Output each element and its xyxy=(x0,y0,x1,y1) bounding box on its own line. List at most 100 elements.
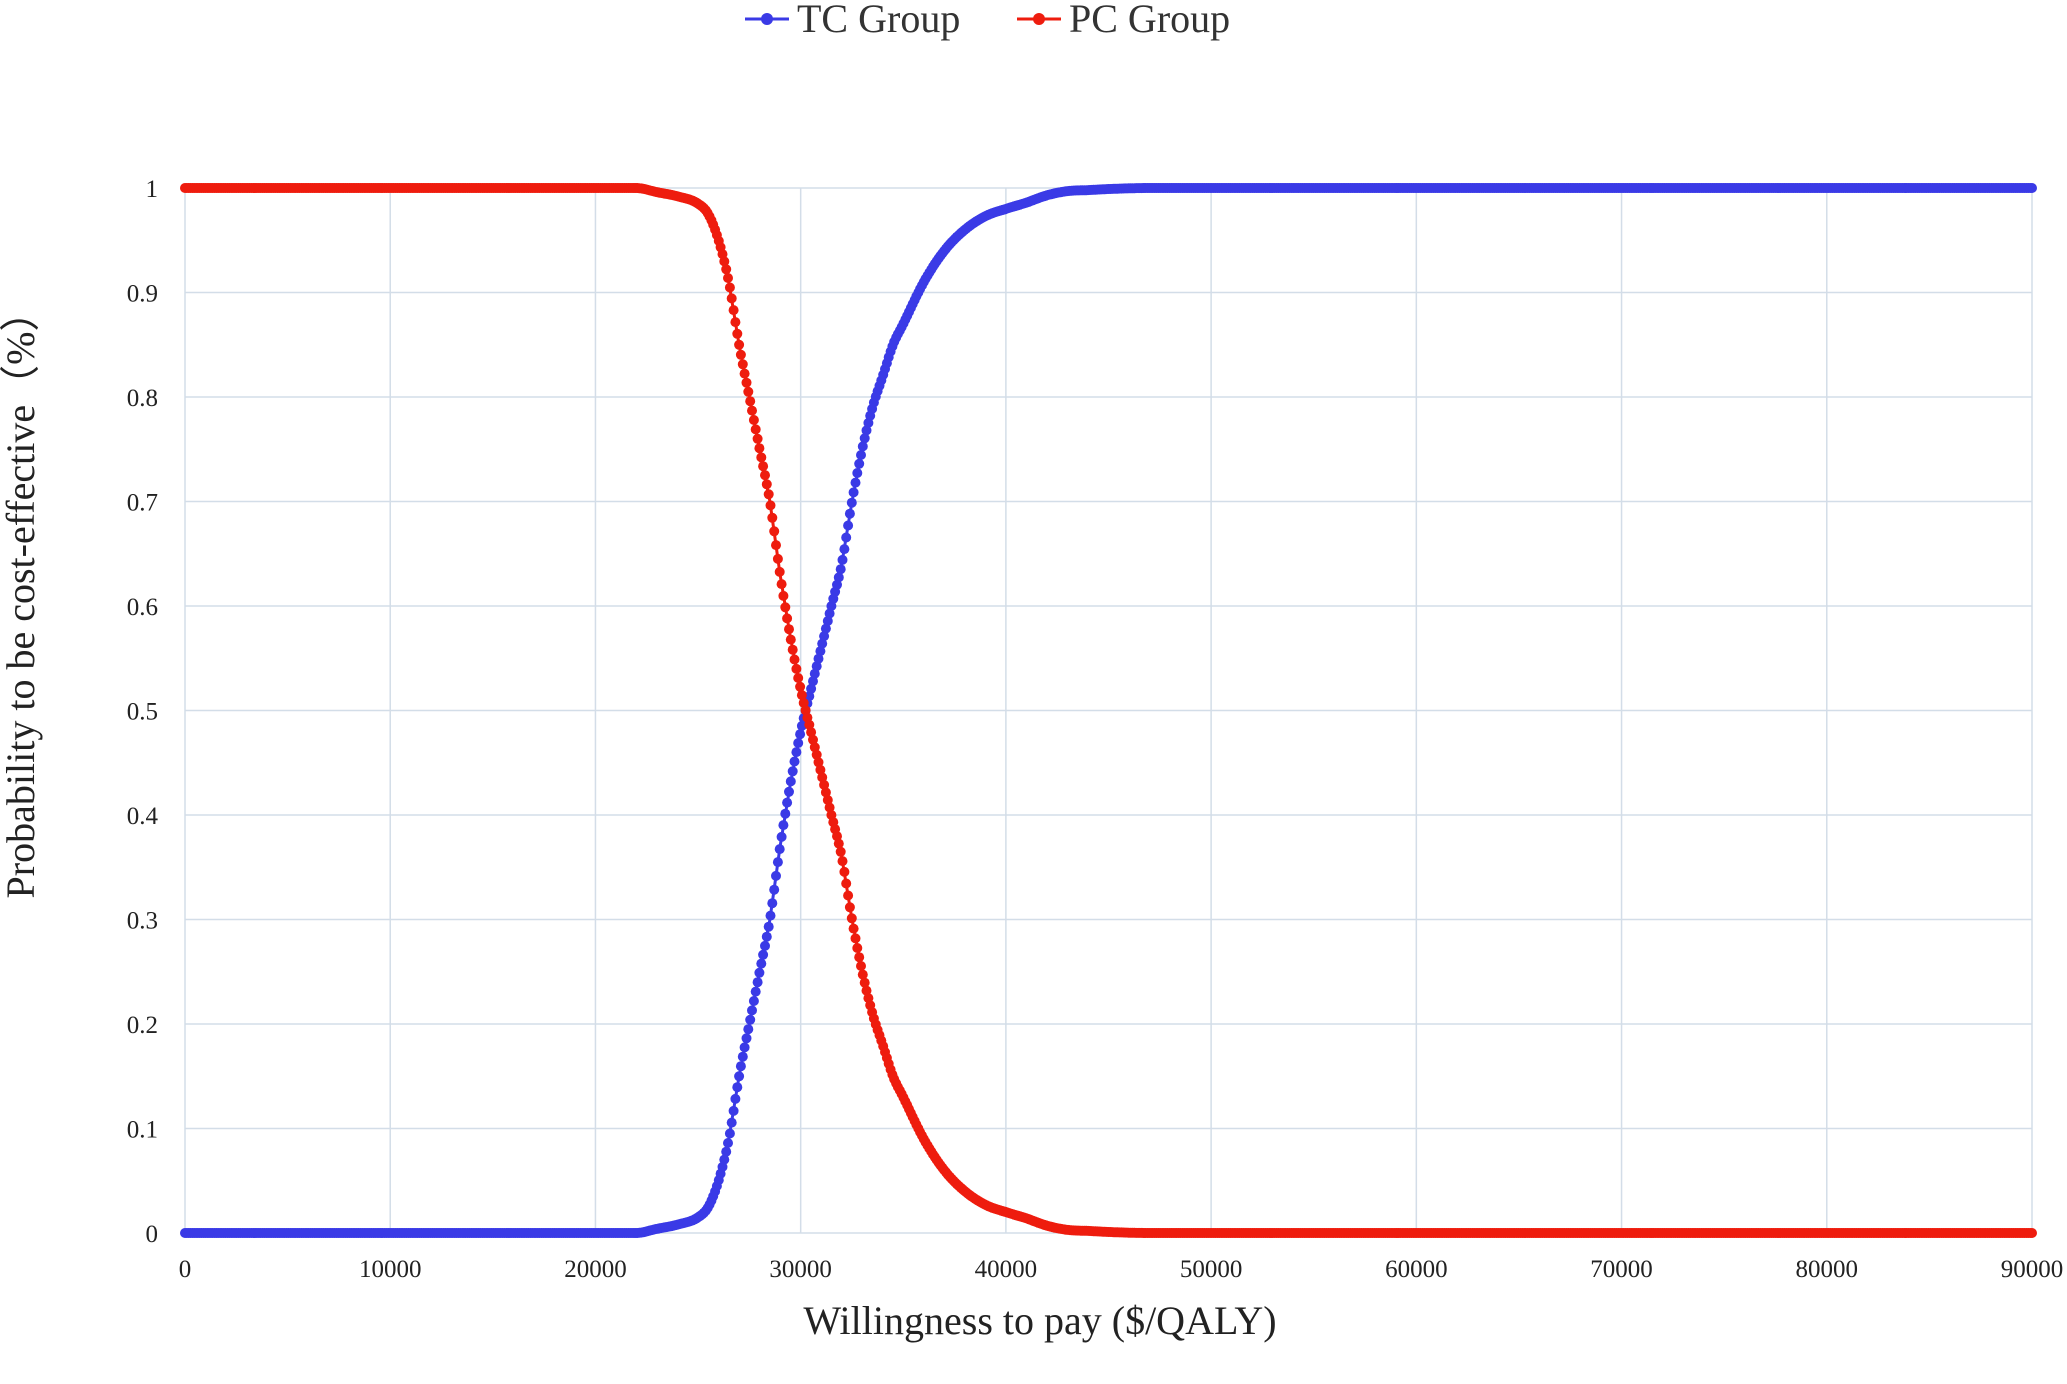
tc-group-point xyxy=(735,1061,746,1072)
pc-group-point xyxy=(843,890,854,901)
pc-group-point xyxy=(784,624,794,635)
pc-group-point xyxy=(752,433,763,444)
tc-group-series xyxy=(180,183,2037,1238)
tc-group-point xyxy=(789,756,800,767)
pc-group-point xyxy=(756,452,767,463)
tc-group-point xyxy=(2027,183,2037,193)
pc-group-point xyxy=(782,613,793,624)
pc-group-point xyxy=(837,856,848,867)
y-tick-label: 0.5 xyxy=(127,699,158,726)
pc-group-point xyxy=(785,634,796,645)
tc-group-point xyxy=(833,572,844,583)
tc-group-point xyxy=(771,870,781,881)
pc-group-point xyxy=(787,644,798,655)
pc-group-point xyxy=(854,952,865,963)
tc-group-point xyxy=(745,1014,756,1025)
pc-group-point xyxy=(761,479,772,490)
tc-group-point xyxy=(760,940,770,951)
tc-group-point xyxy=(721,1146,732,1157)
pc-group-point xyxy=(723,273,733,283)
tc-group-point xyxy=(761,931,772,942)
tc-group-point xyxy=(756,958,767,969)
x-tick-label: 40000 xyxy=(975,1256,1038,1283)
pc-group-point xyxy=(758,461,769,472)
pc-group-point xyxy=(789,654,800,665)
x-tick-label: 0 xyxy=(179,1256,192,1283)
tc-group-point xyxy=(730,1093,741,1104)
tc-group-point xyxy=(734,1071,745,1082)
pc-group-point xyxy=(824,802,835,813)
tc-group-point xyxy=(791,747,802,758)
tc-group-point xyxy=(817,638,828,649)
pc-group-point xyxy=(754,443,765,454)
tc-group-point xyxy=(824,608,835,619)
tc-group-point xyxy=(732,1082,743,1093)
pc-group-point xyxy=(769,526,780,537)
tc-group-point xyxy=(750,986,761,997)
tc-group-point xyxy=(737,1051,748,1062)
pc-group-point xyxy=(857,969,868,980)
tc-group-point xyxy=(835,564,846,575)
pc-group-point xyxy=(815,764,826,775)
pc-group-point xyxy=(774,566,785,577)
y-tick-label: 1 xyxy=(146,176,159,203)
pc-group-point xyxy=(745,396,756,407)
tc-group-point xyxy=(839,544,850,555)
pc-group-point xyxy=(730,317,741,328)
pc-group-point xyxy=(760,470,770,481)
tc-group-point xyxy=(819,631,830,642)
pc-group-series xyxy=(180,183,2037,1238)
tc-group-point xyxy=(861,425,872,436)
tc-group-point xyxy=(728,1105,739,1116)
pc-group-point xyxy=(771,540,781,551)
pc-group-point xyxy=(859,977,870,988)
x-tick-label: 50000 xyxy=(1180,1256,1243,1283)
pc-group-point xyxy=(795,681,806,692)
y-tick-label: 0.1 xyxy=(127,1117,158,1144)
tc-group-point xyxy=(846,497,857,508)
y-tick-label: 0.2 xyxy=(127,1012,158,1039)
pc-group-point xyxy=(844,902,855,913)
tc-group-point xyxy=(774,844,785,855)
tc-group-point xyxy=(767,898,778,909)
pc-group-point xyxy=(741,377,752,388)
legend: TC Group PC Group xyxy=(745,0,1230,41)
pc-group-point xyxy=(780,602,791,613)
y-tick-label: 0.4 xyxy=(127,803,159,830)
tc-group-point xyxy=(748,996,759,1006)
pc-group-point xyxy=(748,415,759,425)
x-tick-label: 90000 xyxy=(2001,1256,2064,1283)
tc-group-point xyxy=(793,738,804,748)
pc-group-point xyxy=(793,673,804,683)
pc-group-point xyxy=(856,961,866,971)
tc-group-point xyxy=(747,1005,757,1016)
pc-group-point xyxy=(767,512,778,523)
pc-group-point xyxy=(776,579,787,590)
pc-group-point xyxy=(806,727,817,738)
pc-group-point xyxy=(819,779,830,790)
x-tick-label: 30000 xyxy=(769,1256,832,1283)
tc-group-point xyxy=(837,554,848,565)
legend-item-tc-group: TC Group xyxy=(745,0,960,41)
tc-group-point xyxy=(841,532,852,543)
tc-group-point xyxy=(808,676,818,687)
legend-swatch-marker xyxy=(1033,13,1045,25)
pc-group-point xyxy=(813,757,824,768)
tc-group-point xyxy=(856,450,866,460)
pc-group-point xyxy=(796,690,807,701)
pc-group-point xyxy=(765,500,776,511)
tc-group-point xyxy=(809,668,820,679)
tc-group-point xyxy=(806,683,817,694)
tc-group-point xyxy=(795,729,806,740)
tc-group-point xyxy=(811,661,822,672)
pc-group-point xyxy=(724,282,735,293)
tc-group-point xyxy=(754,967,765,978)
x-tick-label: 10000 xyxy=(359,1256,422,1283)
pc-group-point xyxy=(732,328,743,339)
pc-group-point xyxy=(833,838,844,849)
y-tick-label: 0.3 xyxy=(127,908,158,935)
pc-group-point xyxy=(861,985,872,996)
tc-group-point xyxy=(769,884,780,895)
